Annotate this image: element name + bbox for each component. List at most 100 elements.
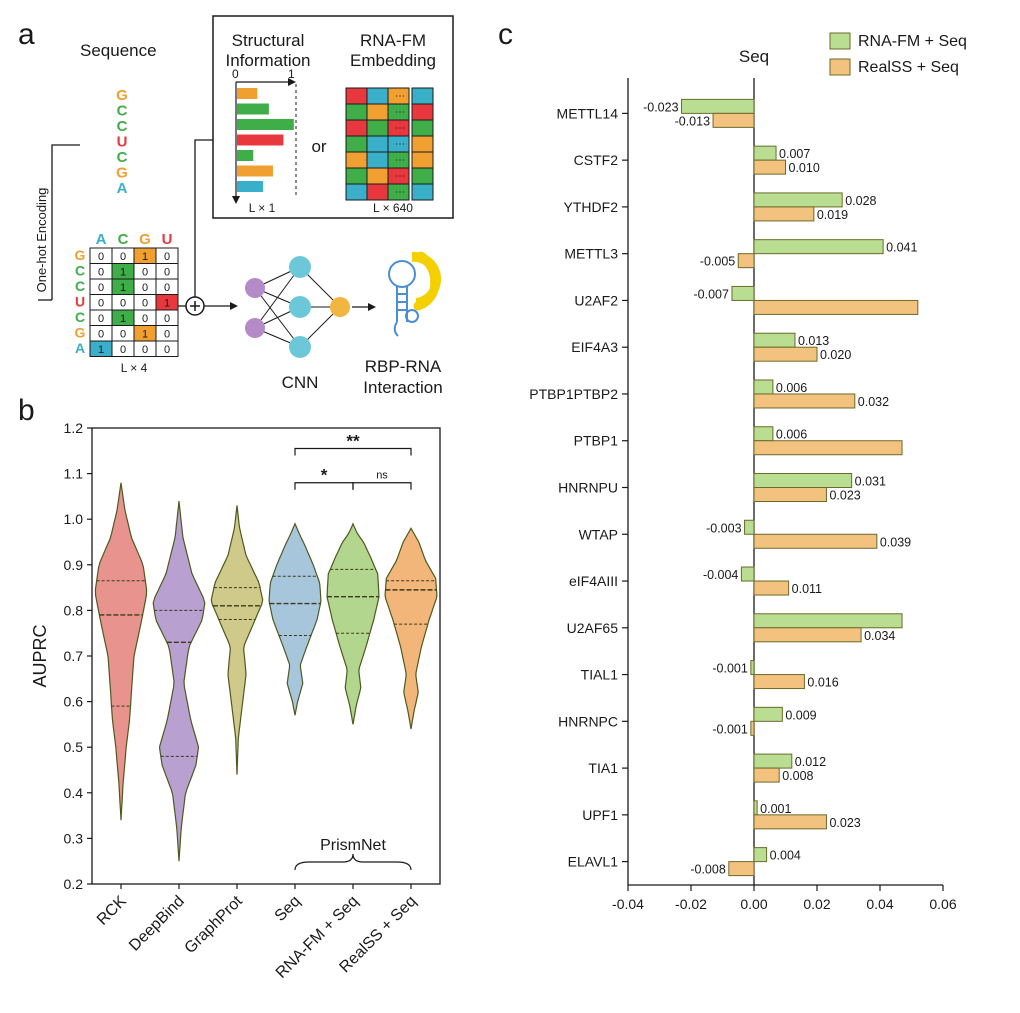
onehot-value: 1	[142, 251, 148, 263]
onehot-value: 0	[98, 251, 104, 263]
y-tick-label: 0.6	[64, 694, 84, 710]
violin-graphprot	[210, 505, 264, 775]
y-tick-label: 0.8	[64, 602, 84, 618]
category-label: PTBP1PTBP2	[529, 386, 618, 402]
y-axis-label: AUPRC	[30, 624, 50, 687]
bar-value-label: -0.023	[643, 100, 678, 114]
onehot-value: 0	[142, 298, 148, 310]
bar-chart: Seq -0.04 -0.02 0.00 0.02 0.04 0.06 METTL14 -0.0…	[529, 32, 967, 912]
category-label: WTAP	[579, 526, 618, 542]
bar-realss-seq	[753, 580, 790, 596]
struct-x-arrow	[288, 78, 296, 86]
onehot-value: 0	[164, 329, 170, 341]
sequence-base: C	[117, 149, 128, 166]
embedding-ellipsis: ⋯	[395, 123, 405, 134]
onehot-value: 0	[164, 251, 170, 263]
embedding-cell	[345, 151, 368, 169]
bar-rna-fm-seq	[753, 239, 884, 255]
bar-realss-seq	[753, 206, 815, 222]
bar-rna-fm-seq	[731, 285, 755, 301]
onehot-cell	[155, 340, 179, 357]
y-tick-label: 0.5	[64, 739, 84, 755]
onehot-value: 0	[98, 298, 104, 310]
structural-title: Structural Information	[225, 31, 310, 70]
embedding-cell	[345, 119, 368, 137]
struct-arrow	[232, 196, 240, 204]
bar-value-label: -0.008	[690, 863, 725, 877]
onehot-value: 0	[98, 267, 104, 279]
bar-value-label: 0.016	[807, 676, 838, 690]
bar-value-label: 0.039	[880, 535, 911, 549]
bar-realss-seq	[753, 487, 827, 502]
structure-bar	[237, 134, 284, 146]
y-tick-label: 0.9	[64, 557, 84, 573]
category-label: UPF1	[582, 807, 618, 823]
y-tick-label: 0.3	[64, 830, 84, 846]
bar-rna-fm-seq	[753, 753, 793, 769]
bar-value-label: -0.013	[675, 114, 710, 128]
onehot-value: 0	[120, 329, 126, 341]
violin-deepbind	[152, 500, 206, 862]
category-label: METTL3	[564, 246, 618, 262]
rna-loop	[388, 260, 416, 288]
onehot-value: 1	[120, 267, 126, 279]
embedding-cell	[366, 183, 389, 201]
x-tick-label: -0.02	[675, 896, 707, 912]
bar-value-label: 0.028	[845, 194, 876, 208]
x-tick-label: -0.04	[612, 896, 644, 912]
bar-value-label: 0.009	[785, 708, 816, 722]
legend-swatch	[829, 32, 851, 50]
embedding-cell	[345, 167, 368, 185]
onehot-value: 0	[164, 282, 170, 294]
rna-bulge	[405, 309, 419, 323]
significance-bracket	[352, 482, 412, 490]
embedding-cell	[411, 167, 434, 185]
bar-realss-seq	[753, 159, 786, 175]
embedding-cell	[366, 135, 389, 153]
onehot-value: 0	[98, 329, 104, 341]
onehot-value: 0	[164, 344, 170, 356]
bar-value-label: 0.019	[817, 208, 848, 222]
bar-rna-fm-seq	[753, 473, 853, 488]
bar-value-label: -0.007	[693, 287, 728, 301]
bar-value-label: 0.034	[864, 629, 895, 643]
y-tick-label: 0.4	[64, 785, 84, 801]
panel-b: b 0.2 0.3 0.4 0.5 0.6 0.7 0.8 0.9 1.0 1.1 1.2 AUPRC…	[18, 394, 441, 982]
struct-dim: L × 1	[249, 201, 276, 215]
bar-value-label: -0.001	[712, 662, 747, 676]
onehot-value: 0	[120, 251, 126, 263]
bar-realss-seq	[753, 393, 856, 409]
embedding-grid: ⋯ ⋯ ⋯ ⋯ ⋯ ⋯ ⋯	[345, 87, 434, 201]
bar-rna-fm-seq	[753, 332, 796, 348]
bar-value-label: 0.032	[858, 395, 889, 409]
bar-realss-seq	[753, 674, 805, 690]
structure-bar	[237, 165, 273, 177]
embedding-title: RNA-FM Embedding	[350, 31, 436, 70]
bar-value-label: 0.012	[795, 755, 826, 769]
bar-value-label: 0.031	[855, 475, 886, 489]
onehot-dim: L × 4	[121, 361, 148, 375]
legend-label: RNA-FM + Seq	[858, 33, 967, 50]
bar-rna-fm-seq	[753, 145, 777, 161]
sequence-base: C	[117, 118, 128, 135]
embedding-ellipsis: ⋯	[395, 139, 405, 150]
legend-label: RealSS + Seq	[858, 59, 959, 76]
category-label: EIF4A3	[571, 339, 618, 355]
category-label: HNRNPU	[558, 480, 618, 496]
bar-realss-seq	[753, 767, 780, 783]
bar-value-label: 0.013	[798, 334, 829, 348]
onehot-value: 0	[142, 267, 148, 279]
embedding-cell	[411, 87, 434, 105]
onehot-value: 1	[142, 329, 148, 341]
or-label: or	[311, 137, 326, 156]
bar-realss-seq	[753, 440, 903, 456]
cnn-output-node	[330, 297, 350, 317]
bar-rna-fm-seq	[753, 192, 843, 208]
significance-bracket	[294, 447, 412, 456]
onehot-value: 0	[120, 344, 126, 356]
violin-chart: 0.2 0.3 0.4 0.5 0.6 0.7 0.8 0.9 1.0 1.1 1.2 AUPRC RC…	[30, 420, 441, 982]
bar-rna-fm-seq	[753, 800, 758, 816]
onehot-value: 0	[142, 344, 148, 356]
